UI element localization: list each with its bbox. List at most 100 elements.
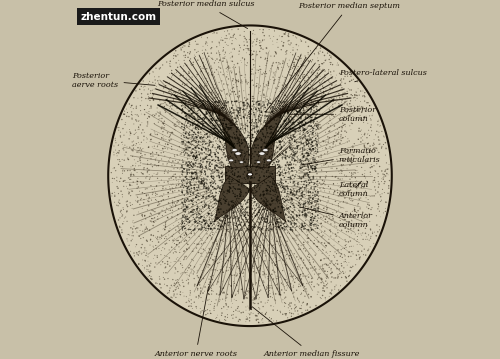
Point (262, 109, 270, 115)
Point (228, 139, 235, 144)
Point (140, 112, 148, 117)
Point (214, 206, 222, 212)
Point (291, 126, 299, 132)
Point (213, 56, 221, 62)
Point (209, 144, 217, 150)
Point (118, 227, 126, 233)
Point (194, 173, 202, 179)
Point (268, 260, 276, 266)
Point (243, 186, 251, 191)
Point (152, 84, 160, 89)
Point (312, 189, 320, 195)
Point (282, 252, 290, 257)
Point (212, 238, 220, 244)
Point (268, 108, 276, 114)
Point (230, 141, 237, 147)
Point (140, 180, 147, 186)
Point (222, 172, 230, 178)
Point (287, 227, 295, 233)
Point (266, 288, 274, 293)
Point (206, 308, 214, 314)
Point (243, 166, 251, 172)
Point (200, 65, 208, 71)
Point (148, 94, 156, 100)
Point (236, 110, 244, 116)
Point (180, 221, 188, 227)
Point (188, 303, 196, 309)
Point (212, 181, 220, 187)
Point (237, 105, 245, 111)
Point (262, 309, 270, 315)
Point (168, 102, 176, 108)
Point (241, 102, 249, 108)
Point (296, 118, 304, 124)
Point (308, 184, 316, 190)
Point (207, 171, 215, 177)
Point (206, 208, 214, 214)
Point (272, 85, 280, 91)
Point (284, 315, 292, 321)
Point (184, 135, 192, 141)
Point (243, 209, 251, 215)
Point (364, 145, 372, 151)
Point (180, 149, 188, 155)
Point (204, 297, 212, 303)
Point (291, 139, 299, 144)
Point (194, 223, 202, 229)
Point (174, 220, 182, 225)
Point (236, 214, 244, 220)
Point (278, 109, 286, 115)
Point (188, 164, 196, 170)
Point (274, 196, 281, 202)
Point (318, 61, 326, 66)
Point (137, 195, 145, 201)
Point (230, 148, 238, 154)
Point (187, 209, 195, 215)
Point (286, 186, 294, 192)
Point (199, 43, 207, 49)
Point (280, 118, 288, 124)
Point (307, 223, 315, 228)
Point (266, 141, 274, 147)
Point (306, 109, 314, 115)
Point (244, 180, 252, 186)
Point (134, 118, 142, 124)
Point (216, 107, 224, 113)
Point (267, 285, 275, 291)
Point (113, 153, 121, 159)
Point (264, 165, 272, 171)
Point (217, 187, 225, 192)
Point (304, 201, 312, 207)
Point (180, 202, 188, 208)
Point (272, 188, 280, 194)
Point (214, 254, 222, 260)
Point (296, 37, 304, 43)
Point (335, 150, 343, 156)
Point (216, 213, 224, 219)
Point (205, 148, 213, 153)
Point (144, 198, 152, 204)
Point (315, 108, 323, 114)
Point (258, 137, 266, 143)
Point (298, 225, 306, 230)
Point (188, 229, 196, 234)
Point (210, 30, 218, 36)
Point (208, 131, 216, 136)
Point (346, 104, 354, 110)
Point (259, 87, 267, 93)
Point (200, 145, 207, 150)
Point (291, 174, 299, 180)
Point (184, 268, 192, 274)
Point (206, 192, 214, 198)
Point (278, 134, 286, 139)
Point (317, 280, 325, 285)
Point (269, 125, 277, 130)
Point (244, 113, 252, 118)
Point (188, 174, 196, 180)
Point (164, 141, 172, 147)
Point (129, 143, 137, 148)
Point (201, 201, 209, 207)
Point (220, 98, 228, 104)
Point (172, 175, 180, 181)
Point (203, 109, 211, 115)
